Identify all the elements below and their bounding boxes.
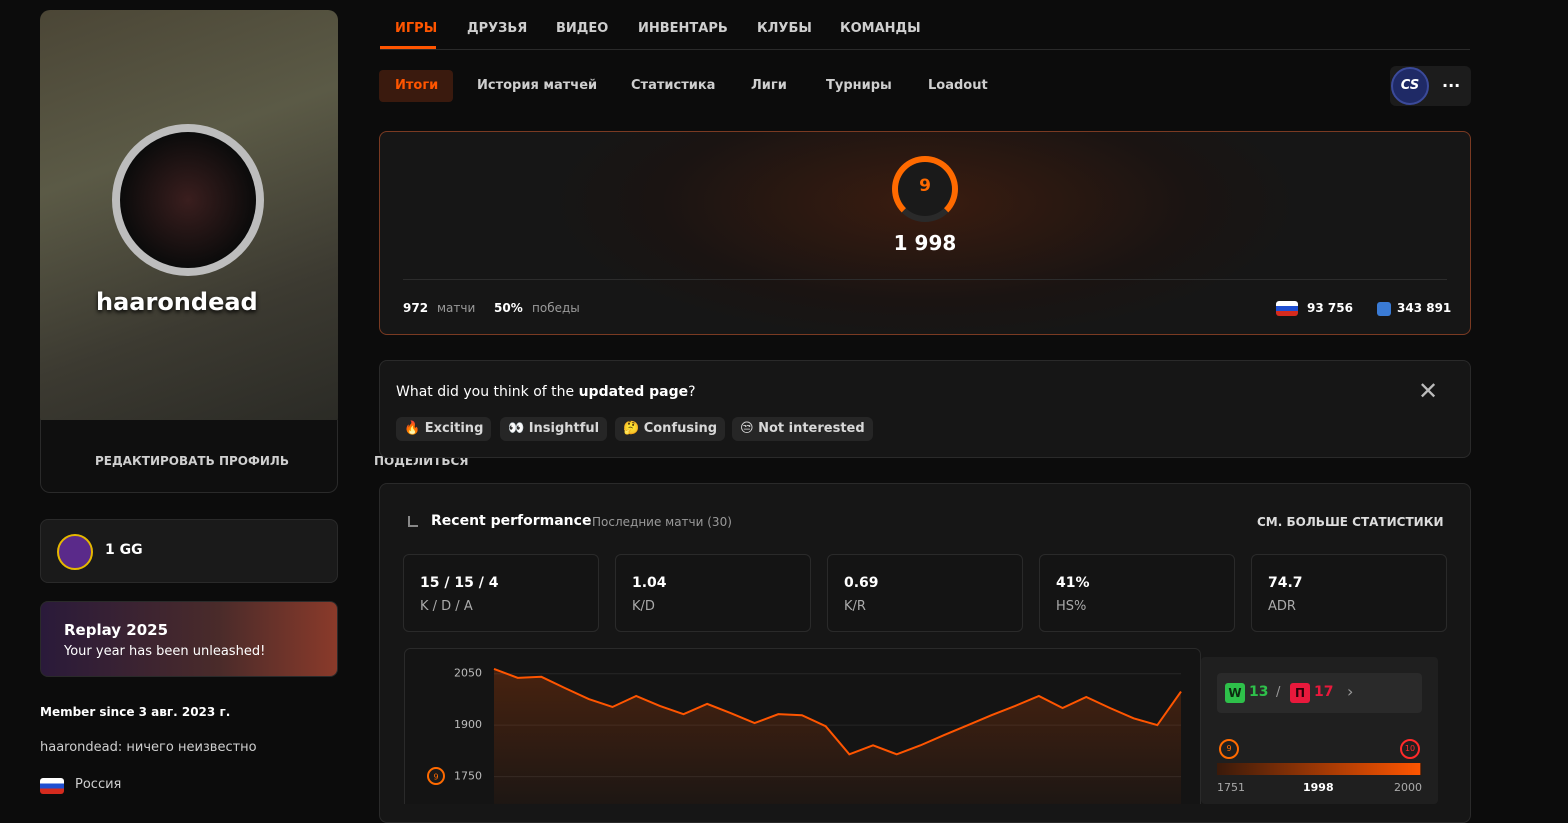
range-min: 1751 (1217, 781, 1245, 794)
stat-label: K / D / A (420, 599, 473, 614)
stat-card: 74.7 ADR (1251, 554, 1447, 632)
stat-label: ADR (1268, 599, 1296, 614)
losses: 17 (1314, 684, 1334, 700)
level: 9 (919, 176, 931, 196)
matches-label: матчи (437, 301, 476, 315)
subtab-active-bg (379, 70, 453, 102)
username: haarondead (96, 288, 258, 316)
region-rank: 343 891 (1397, 301, 1452, 315)
replay-card[interactable]: Replay 2025 Your year has been unleashed… (40, 601, 338, 677)
range-max: 2000 (1394, 781, 1422, 794)
member-since: Member since 3 авг. 2023 г. (40, 705, 231, 719)
replay-subtitle: Your year has been unleashed! (64, 644, 266, 659)
profile-actions (40, 420, 338, 493)
country-flag (1276, 301, 1298, 316)
summary-card: 9 1 998 972 матчи 50% победы 93 756 343 … (379, 131, 1471, 335)
subtab[interactable]: Статистика (631, 78, 716, 93)
wl-box[interactable] (1217, 673, 1422, 713)
profile-banner: haarondead (40, 10, 338, 428)
perf-icon (408, 516, 418, 527)
chart-level-badge (427, 767, 445, 785)
country: Россия (75, 777, 122, 792)
tab[interactable]: ДРУЗЬЯ (467, 21, 528, 36)
subtab[interactable]: История матчей (477, 78, 598, 93)
tab-underline (380, 46, 436, 49)
elo-line (493, 667, 1182, 756)
stat-value: 41% (1056, 575, 1090, 591)
gg-count: 1 GG (105, 542, 143, 558)
question-bold: updated page (578, 384, 689, 400)
elo-progress (1217, 763, 1422, 775)
elo-area (494, 668, 1181, 804)
y-tick-label: 2050 (454, 667, 482, 680)
stat-label: K/D (632, 599, 655, 614)
avatar (112, 124, 264, 276)
close[interactable]: ✕ (1418, 377, 1439, 405)
subtab[interactable]: Loadout (928, 78, 988, 93)
stat-label: K/R (844, 599, 866, 614)
tab[interactable]: ИГРЫ (395, 21, 438, 36)
subtab[interactable]: Итоги (395, 78, 439, 93)
tabs-divider (380, 49, 1470, 50)
subtab[interactable]: Турниры (826, 78, 892, 93)
body: haarondead РЕДАКТИРОВАТЬ ПРОФИЛЬ ПОДЕЛИТ… (40, 10, 1471, 823)
matches-value: 972 (403, 301, 429, 315)
level-to: 10 (1400, 739, 1420, 759)
stat-value: 74.7 (1268, 575, 1303, 591)
divider (403, 279, 1447, 280)
wins: 13 (1249, 684, 1269, 700)
tab[interactable]: ВИДЕО (556, 21, 609, 36)
edit-profile[interactable]: РЕДАКТИРОВАТЬ ПРОФИЛЬ (95, 454, 290, 468)
level-badge (892, 156, 958, 222)
stat-value: 0.69 (844, 575, 879, 591)
feedback-card: What did you think of the updated page? … (379, 360, 1471, 458)
loss-tag: П (1290, 683, 1310, 703)
chevron: › (1347, 682, 1354, 701)
feedback-option[interactable]: 🤔 Confusing (615, 417, 726, 441)
tab[interactable]: ИНВЕНТАРЬ (638, 21, 728, 36)
game-switch[interactable]: CS ··· (1390, 66, 1471, 106)
perf-subtitle: Последние матчи (30) (592, 515, 732, 529)
stat-card: 1.04 K/D (615, 554, 811, 632)
perf-title: Recent performance (431, 513, 592, 529)
question-end: ? (688, 384, 696, 400)
y-tick-label: 1900 (454, 718, 482, 731)
stat-card: 0.69 K/R (827, 554, 1023, 632)
page: haarondead { "profile": { "username": "h… (40, 10, 1471, 823)
tab[interactable]: КОМАНДЫ (840, 21, 921, 36)
progress-fill (1217, 763, 1421, 775)
win-value: 50% (494, 301, 523, 315)
region-icon (1377, 302, 1391, 316)
chart-level: 9 (433, 773, 438, 782)
level-from: 9 (1219, 739, 1239, 759)
elo: 1 998 (893, 231, 957, 255)
flag (40, 778, 64, 794)
country-rank: 93 756 (1307, 301, 1353, 315)
win-tag: W (1225, 683, 1245, 703)
stat-card: 41% HS% (1039, 554, 1235, 632)
replay-title: Replay 2025 (64, 621, 169, 639)
stat-label: HS% (1056, 599, 1087, 614)
feedback-question: What did you think of the updated page? (396, 384, 696, 400)
gg-icon (57, 534, 93, 570)
gg-card[interactable]: 1 GG (40, 519, 338, 583)
win-label: победы (532, 301, 580, 315)
wl-separator: / (1276, 685, 1281, 700)
more-stats[interactable]: СМ. БОЛЬШЕ СТАТИСТИКИ (1257, 515, 1444, 529)
range-value: 1998 (1303, 781, 1334, 794)
stat-card: 15 / 15 / 4 K / D / A (403, 554, 599, 632)
game-logo: CS (1391, 67, 1429, 105)
bio: haarondead: ничего неизвестно (40, 740, 257, 755)
feedback-option[interactable]: 👀 Insightful (500, 417, 608, 441)
question-start: What did you think of the (396, 384, 579, 400)
feedback-option[interactable]: 😒 Not interested (732, 417, 873, 441)
feedback-option[interactable]: 🔥 Exciting (396, 417, 492, 441)
tab[interactable]: КЛУБЫ (757, 21, 812, 36)
menu-dots[interactable]: ··· (1442, 76, 1461, 95)
subtab[interactable]: Лиги (751, 78, 787, 93)
elo-chart: 9 2050 1900 1750 (404, 648, 1201, 804)
stat-value: 1.04 (632, 575, 667, 591)
y-tick-label: 1750 (454, 770, 482, 783)
stat-value: 15 / 15 / 4 (420, 575, 499, 591)
